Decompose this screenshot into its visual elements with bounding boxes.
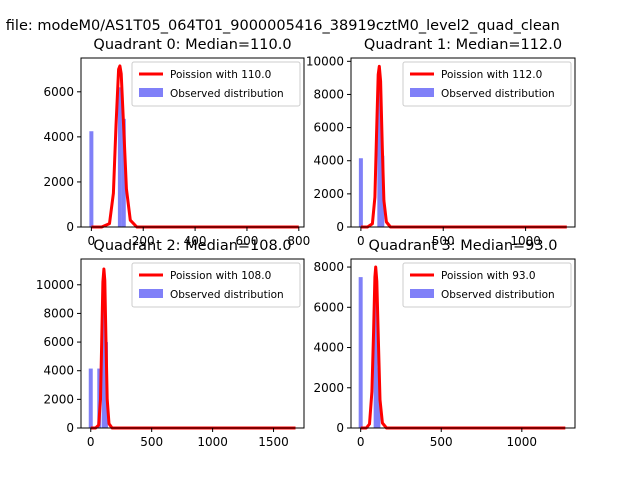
y-tick-label: 0 [66,421,74,435]
x-tick-label: 0 [87,435,95,449]
y-tick-label: 8000 [313,87,344,101]
legend-observed-swatch [139,88,163,97]
subplot-title: Quadrant 0: Median=110.0 [93,37,291,53]
y-tick-label: 2000 [43,175,74,189]
y-tick-label: 0 [66,220,74,234]
legend-observed-label: Observed distribution [441,88,555,100]
subplot-title: Quadrant 2: Median=108.0 [93,238,291,254]
y-tick-label: 4000 [43,364,74,378]
axes-frame [350,258,576,429]
x-tick-label: 500 [432,234,455,248]
poisson-line [90,267,296,430]
x-tick-label: 400 [184,234,207,248]
observed-bar [358,158,363,227]
observed-bar [89,131,94,227]
legend: Poission with 110.0 Observed distribution [131,61,301,107]
x-tick-label: 800 [287,234,310,248]
x-tick-label: 200 [132,234,155,248]
y-tick-label: 10000 [306,54,344,68]
y-tick-label: 4000 [313,154,344,168]
observed-bar [117,87,122,227]
x-tick-label: 500 [140,435,163,449]
x-tick-label: 1000 [197,435,228,449]
y-tick-label: 4000 [313,341,344,355]
y-tick-label: 4000 [43,130,74,144]
y-tick-label: 2000 [313,381,344,395]
observed-bar [121,118,126,227]
legend-observed-swatch [410,289,434,298]
axes-frame [80,258,305,429]
x-tick-label: 1500 [258,435,289,449]
y-tick-label: 0 [336,220,344,234]
y-tick-label: 10000 [36,278,74,292]
poisson-line [360,64,567,229]
observed-bar [88,368,93,428]
legend-poisson-label: Poission with 93.0 [441,270,536,282]
x-tick-label: 500 [430,435,453,449]
legend-box [402,61,572,107]
observed-bar [377,79,382,227]
legend-box [131,61,301,107]
poisson-line [360,265,566,430]
legend-box [131,262,301,308]
observed-bar [373,283,378,428]
legend: Poission with 93.0 Observed distribution [402,262,572,308]
legend-poisson-label: Poission with 112.0 [441,69,542,81]
x-tick-label: 1000 [507,435,538,449]
subplot-quadrant-0: 0 200 400 600 800 0 2000 4000 6000 Poission with … [43,37,310,248]
y-tick-label: 2000 [313,187,344,201]
legend: Poission with 112.0 Observed distribution [402,61,572,107]
subplot-quadrant-3: 0 500 1000 0 2000 4000 6000 8000 Poission with 9… [313,238,576,449]
y-tick-label: 2000 [43,392,74,406]
y-tick-label: 6000 [313,300,344,314]
subplot-quadrant-2: 0 500 1000 1500 0 2000 4000 6000 8000 10000 Poissi… [36,238,305,449]
poisson-line [91,64,299,229]
figure-suptitle: n file: modeM0/AS1T05_064T01_9000005416_… [0,18,560,34]
observed-bar [358,277,363,428]
legend: Poission with 108.0 Observed distribution [131,262,301,308]
subplot-title: Quadrant 1: Median=112.0 [364,37,562,53]
y-tick-label: 8000 [43,306,74,320]
observed-bar [101,277,106,428]
x-tick-label: 0 [88,234,96,248]
legend-box [402,262,572,308]
legend-observed-label: Observed distribution [441,289,555,301]
legend-observed-swatch [410,88,434,97]
axes-frame [80,57,305,228]
y-tick-label: 6000 [43,335,74,349]
y-tick-label: 6000 [313,121,344,135]
legend-observed-swatch [139,289,163,298]
subplot-title: Quadrant 3: Median=93.0 [369,238,558,254]
legend-poisson-label: Poission with 108.0 [170,270,271,282]
legend-observed-label: Observed distribution [170,289,284,301]
y-tick-label: 0 [336,421,344,435]
observed-bar [376,367,381,428]
y-tick-label: 8000 [313,260,344,274]
y-tick-label: 6000 [43,85,74,99]
x-tick-label: 1000 [510,234,541,248]
legend-poisson-label: Poission with 110.0 [170,69,271,81]
x-tick-label: 600 [236,234,259,248]
legend-observed-label: Observed distribution [170,88,284,100]
x-tick-label: 0 [357,234,365,248]
x-tick-label: 0 [357,435,365,449]
axes-frame [350,57,576,228]
